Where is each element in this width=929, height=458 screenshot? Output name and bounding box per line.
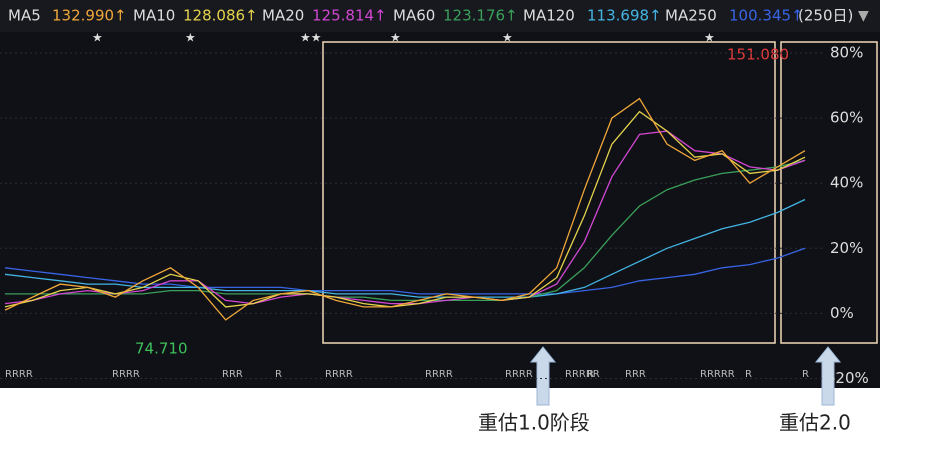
star: ★ — [502, 31, 513, 45]
ma-line — [4, 110, 806, 308]
signal-marker: RRRR — [112, 369, 140, 380]
y-tick-label: -20% — [830, 369, 869, 387]
signal-marker: RRRR — [325, 369, 353, 380]
y-tick-label: 20% — [830, 239, 863, 257]
arrows — [529, 346, 842, 406]
signal-marker: RRRR — [505, 369, 533, 380]
legend-value: 113.698↑ — [587, 7, 662, 25]
ma-line — [4, 198, 806, 298]
phase1-box — [322, 41, 776, 344]
ma-line — [4, 97, 806, 321]
stars: ★ ★ ★★ ★ ★ ★ — [92, 31, 715, 45]
signal-marker: R — [275, 369, 282, 380]
y-tick-label: 0% — [830, 304, 854, 322]
legend-value: 100.345↑ — [729, 7, 804, 25]
legend-name: MA120 — [523, 7, 575, 25]
signal-marker: R — [587, 369, 594, 380]
legend-name: MA5 — [8, 7, 41, 25]
legend-value: 132.990↑ — [52, 7, 127, 25]
arrow-phase1 — [529, 346, 557, 406]
star: ★ — [704, 31, 715, 45]
signal-marker: R — [802, 369, 809, 380]
ma-line — [5, 159, 806, 302]
star: ★ — [92, 31, 103, 45]
signal-marker: RRRRR — [700, 369, 735, 380]
star: ★ — [390, 31, 401, 45]
signal-marker: RRRR — [5, 369, 33, 380]
y-tick-label: 60% — [830, 109, 863, 127]
legend-value: 128.086↑ — [183, 7, 258, 25]
period-label: (250日) — [798, 7, 853, 25]
signal-marker: R — [745, 369, 752, 380]
low-label: 74.710 — [135, 340, 188, 358]
legend-value: 123.176↑ — [443, 7, 518, 25]
dropdown-icon[interactable]: ▼ — [858, 8, 869, 24]
legend-name: MA250 — [665, 7, 717, 25]
y-tick-label: 80% — [830, 44, 863, 62]
signal-marker: RRRR — [425, 369, 453, 380]
signal-marker: RRR — [625, 369, 646, 380]
arrow-phase2 — [814, 346, 842, 406]
legend-bar — [0, 0, 880, 32]
phase2-label: 重估2.0 — [779, 411, 851, 435]
signal-marker: RRR — [222, 369, 243, 380]
phase2-box — [780, 41, 878, 344]
phase1-label: 重估1.0阶段 — [478, 411, 590, 435]
star: ★ — [185, 31, 196, 45]
chart-background — [0, 0, 880, 388]
star: ★★ — [300, 31, 322, 45]
legend-value: 125.814↑ — [312, 7, 387, 25]
high-label: 151.080 — [727, 46, 789, 64]
legend-name: MA10 — [133, 7, 175, 25]
legend-name: MA60 — [393, 7, 435, 25]
legend-name: MA20 — [262, 7, 304, 25]
signal-marker: RRRRR — [565, 369, 600, 380]
y-tick-label: 40% — [830, 174, 863, 192]
